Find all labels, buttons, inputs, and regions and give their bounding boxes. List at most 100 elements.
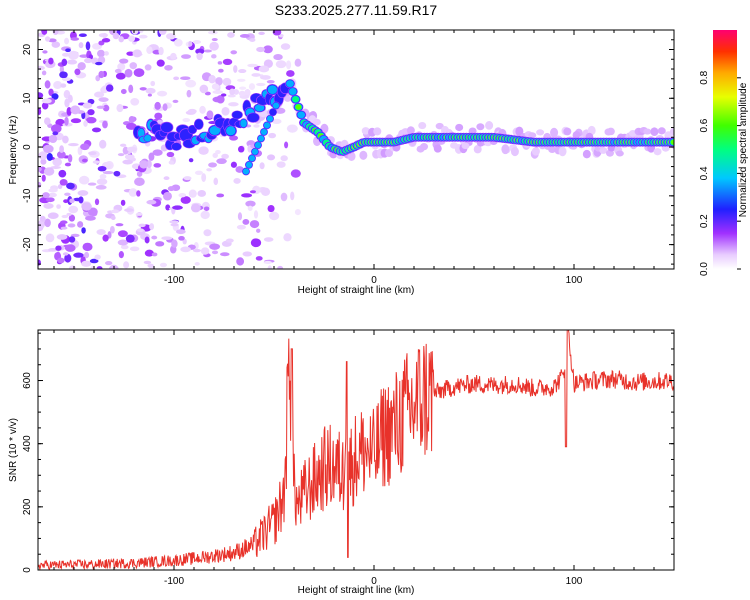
noise-cell <box>201 173 207 182</box>
signal-cell <box>251 148 259 155</box>
noise-cell <box>216 95 225 104</box>
noise-cell <box>221 106 230 116</box>
noise-cell <box>66 182 75 190</box>
halo-cell <box>606 127 615 136</box>
y-tick-label: 0 <box>22 567 33 573</box>
signal-cell <box>245 161 253 168</box>
y-tick-label: -10 <box>22 188 33 203</box>
noise-cell <box>269 211 280 221</box>
noise-cell <box>135 212 143 216</box>
noise-cell <box>280 192 288 202</box>
noise-cell <box>42 192 50 199</box>
halo-cell <box>373 127 382 136</box>
chart-title: S233.2025.277.11.59.R17 <box>275 2 438 18</box>
noise-cell <box>41 102 49 110</box>
halo-cell <box>548 146 557 153</box>
noise-cell <box>120 199 126 206</box>
noise-cell <box>188 158 194 163</box>
noise-cell <box>80 143 90 151</box>
signal-cell <box>269 108 277 116</box>
noise-cell <box>98 40 105 46</box>
noise-cell <box>98 97 109 102</box>
noise-cell <box>64 192 71 196</box>
noise-cell <box>146 160 152 169</box>
noise-cell <box>273 53 283 61</box>
noise-cell <box>267 265 272 269</box>
noise-cell <box>198 146 209 155</box>
noise-cell <box>124 68 133 78</box>
halo-cell <box>312 118 321 126</box>
noise-cell <box>248 83 256 90</box>
halo-cell <box>347 151 356 161</box>
noise-cell <box>170 223 179 227</box>
noise-cell <box>215 149 221 155</box>
y-tick-label: 400 <box>22 435 33 452</box>
noise-cell <box>62 252 69 256</box>
noise-cell <box>238 90 246 97</box>
noise-cell <box>144 236 150 244</box>
noise-cell <box>77 221 84 228</box>
noise-cell <box>157 90 168 97</box>
noise-cell <box>197 189 207 197</box>
noise-cell <box>87 182 97 186</box>
noise-cell <box>199 84 209 94</box>
noise-cell <box>258 31 265 36</box>
noise-cell <box>125 234 135 243</box>
noise-cell <box>60 220 68 225</box>
noise-cell <box>62 52 70 57</box>
noise-cell <box>227 94 236 98</box>
noise-cell <box>66 107 72 116</box>
noise-cell <box>263 59 273 68</box>
noise-cell <box>204 91 211 96</box>
noise-cell <box>123 261 130 269</box>
noise-cell <box>59 145 64 153</box>
noise-cell <box>294 58 302 67</box>
noise-cell <box>40 158 47 165</box>
noise-cell <box>188 40 193 47</box>
noise-cell <box>163 191 172 201</box>
noise-cell <box>81 227 86 234</box>
noise-cell <box>70 118 82 124</box>
noise-cell <box>134 177 145 186</box>
noise-cell <box>42 144 54 154</box>
halo-cell <box>361 127 370 135</box>
noise-cell <box>280 43 291 50</box>
signal-cell <box>286 80 294 88</box>
snr-x-ticks: -100 0 100 <box>53 330 675 587</box>
noise-cell <box>117 153 125 157</box>
noise-cell <box>102 234 109 242</box>
noise-cell <box>68 50 79 60</box>
noise-cell <box>48 247 58 252</box>
halo-cell <box>643 128 652 135</box>
noise-cell <box>195 48 205 55</box>
noise-cell <box>180 196 191 204</box>
noise-cell <box>186 89 192 98</box>
noise-cell <box>136 171 143 177</box>
noise-cell <box>263 260 273 264</box>
halo-cell <box>476 123 485 131</box>
noise-cell <box>41 70 47 76</box>
noise-cell <box>42 50 48 54</box>
noise-cell <box>220 93 227 97</box>
halo-cell <box>563 127 572 136</box>
halo-cell <box>510 146 519 157</box>
noise-cell <box>136 228 144 232</box>
snr-y-ticks: 0 200 400 600 <box>22 332 674 573</box>
noise-cell <box>117 62 126 71</box>
noise-cell <box>128 35 136 42</box>
noise-cell <box>61 58 68 67</box>
noise-cell <box>207 30 218 35</box>
snr-series-line <box>38 330 674 570</box>
noise-cell <box>194 170 204 176</box>
noise-cell <box>260 75 271 80</box>
noise-cell <box>58 169 67 178</box>
noise-cell <box>87 109 95 116</box>
noise-cell <box>148 152 155 161</box>
noise-cell <box>73 252 84 258</box>
signal-cell <box>248 155 256 162</box>
noise-cell <box>122 146 129 155</box>
noise-cell <box>233 178 241 184</box>
noise-cell <box>116 104 124 113</box>
noise-cell <box>247 205 253 211</box>
